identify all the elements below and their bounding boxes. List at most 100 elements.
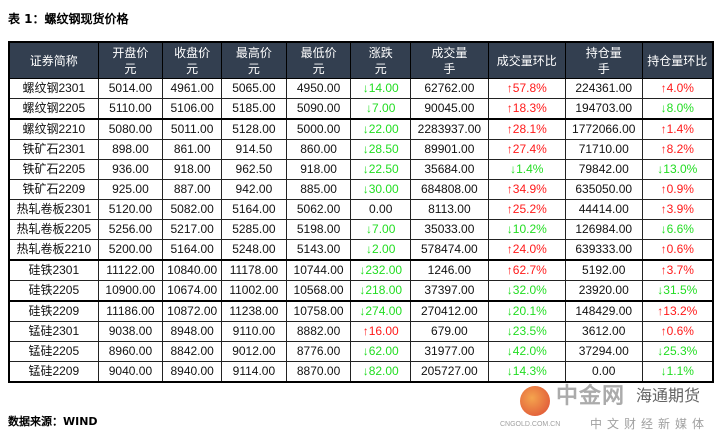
- table-cell: ↓1.4%: [487, 159, 566, 180]
- header-unit: 元: [124, 61, 137, 76]
- table-cell: 5106.00: [162, 98, 223, 120]
- table-cell: 224361.00: [564, 78, 643, 99]
- table-cell: 8113.00: [410, 199, 489, 220]
- table-cell: 205727.00: [410, 361, 489, 383]
- table-cell: ↑18.3%: [487, 98, 566, 120]
- table-cell: ↑0.6%: [641, 239, 714, 261]
- header-row: 证券简称 开盘价元收盘价元最高价元最低价元涨跌元成交量手成交量环比 持仓量手持仓量环…: [8, 41, 714, 79]
- table-cell: ↓232.00: [350, 259, 412, 281]
- header-unit: 元: [312, 61, 325, 76]
- table-cell: ↓2.00: [350, 239, 412, 261]
- table-cell: ↓8.0%: [641, 98, 714, 120]
- table-cell: 1772066.00: [564, 118, 643, 140]
- table-cell: 8870.00: [285, 361, 352, 383]
- table-cell: 1246.00: [410, 259, 489, 281]
- column-header: 收盘价元: [162, 41, 223, 79]
- table-row: 锰硅2209 9040.00 8940.00 9114.00 8870.00 ↓82.00…: [8, 361, 714, 383]
- table-cell: 0.00: [564, 361, 643, 383]
- header-label: 成交量: [431, 45, 468, 60]
- table-cell: 10840.00: [162, 259, 223, 281]
- table-cell: 936.00: [97, 159, 164, 180]
- table-row: 螺纹钢2301 5014.00 4961.00 5065.00 4950.00 ↓14.0…: [8, 78, 714, 99]
- table-cell: 11238.00: [221, 300, 287, 322]
- table-cell: ↑3.7%: [641, 259, 714, 281]
- table-cell: 962.50: [221, 159, 287, 180]
- table-title: 表 1：螺纹钢现货价格: [8, 12, 129, 26]
- header-label: 最高价: [235, 45, 272, 60]
- watermark-brand: 中金网: [556, 383, 626, 408]
- table-cell: 5256.00: [97, 219, 164, 240]
- table-cell: ↓62.00: [350, 341, 412, 362]
- header-unit: 元: [374, 61, 387, 76]
- table-cell: ↓6.6%: [641, 219, 714, 240]
- table-cell: ↓218.00: [350, 280, 412, 302]
- table-cell: 10900.00: [97, 280, 164, 302]
- table-cell: ↑28.1%: [487, 118, 566, 140]
- column-header: 证券简称: [8, 41, 99, 79]
- table-row: 铁矿石2205 936.00 918.00 962.50 918.00 ↓22.50 356…: [8, 159, 714, 180]
- table-row: 锰硅2301 9038.00 8948.00 9110.00 8882.00 ↑16.00…: [8, 321, 714, 342]
- table-cell: 5285.00: [221, 219, 287, 240]
- table-cell: ↑0.9%: [641, 179, 714, 200]
- table-cell: 9114.00: [221, 361, 287, 383]
- table-cell: 8776.00: [285, 341, 352, 362]
- table-cell: 5164.00: [221, 199, 287, 220]
- table-cell: ↑24.0%: [487, 239, 566, 261]
- header-unit: 手: [597, 61, 610, 76]
- table-cell: ↑25.2%: [487, 199, 566, 220]
- table-cell: ↓22.00: [350, 118, 412, 140]
- table-cell: 925.00: [97, 179, 164, 200]
- table-cell: 9040.00: [97, 361, 164, 383]
- table-cell: ↓1.1%: [641, 361, 714, 383]
- watermark-domain: CNGOLD.COM.CN: [500, 421, 561, 428]
- table-cell: 639333.00: [564, 239, 643, 261]
- table-cell: 铁矿石2301: [8, 139, 99, 160]
- table-cell: 10674.00: [162, 280, 223, 302]
- table-cell: ↑1.4%: [641, 118, 714, 140]
- table-cell: 9012.00: [221, 341, 287, 362]
- table-cell: 11002.00: [221, 280, 287, 302]
- table-cell: 885.00: [285, 179, 352, 200]
- table-cell: ↑16.00: [350, 321, 412, 342]
- table-cell: 9038.00: [97, 321, 164, 342]
- column-header: 涨跌元: [350, 41, 412, 79]
- table-row: 铁矿石2301 898.00 861.00 914.50 860.00 ↓28.50 899…: [8, 139, 714, 160]
- table-cell: 62762.00: [410, 78, 489, 99]
- table-cell: ↑0.6%: [641, 321, 714, 342]
- table-row: 锰硅2205 8960.00 8842.00 9012.00 8776.00 ↓62.00…: [8, 341, 714, 362]
- table-row: 螺纹钢2205 5110.00 5106.00 5185.00 5090.00 ↓7.00…: [8, 98, 714, 120]
- table-cell: 热轧卷板2205: [8, 219, 99, 240]
- watermark-overlay: 海通期货: [636, 388, 701, 405]
- table-cell: 861.00: [162, 139, 223, 160]
- table-cell: 铁矿石2209: [8, 179, 99, 200]
- table-cell: 螺纹钢2301: [8, 78, 99, 99]
- table-cell: ↓23.5%: [487, 321, 566, 342]
- table-cell: 8842.00: [162, 341, 223, 362]
- table-cell: 35684.00: [410, 159, 489, 180]
- header-label: 证券简称: [29, 53, 78, 68]
- table-cell: 锰硅2205: [8, 341, 99, 362]
- table-cell: 11178.00: [221, 259, 287, 281]
- column-header: 成交量手: [410, 41, 489, 79]
- table-cell: 10758.00: [285, 300, 352, 322]
- table-cell: ↑34.9%: [487, 179, 566, 200]
- table-cell: 5200.00: [97, 239, 164, 261]
- header-unit: 元: [186, 61, 199, 76]
- table-cell: ↓274.00: [350, 300, 412, 322]
- table-cell: 5143.00: [285, 239, 352, 261]
- table-cell: 8940.00: [162, 361, 223, 383]
- table-cell: 887.00: [162, 179, 223, 200]
- table-cell: 铁矿石2205: [8, 159, 99, 180]
- table-cell: 5192.00: [564, 259, 643, 281]
- table-cell: ↓32.0%: [487, 280, 566, 302]
- table-cell: ↓10.2%: [487, 219, 566, 240]
- table-cell: 11186.00: [97, 300, 164, 322]
- table-cell: 10744.00: [285, 259, 352, 281]
- table-cell: 2283937.00: [410, 118, 489, 140]
- table-cell: 硅铁2301: [8, 259, 99, 281]
- table-cell: 89901.00: [410, 139, 489, 160]
- table-cell: 5120.00: [97, 199, 164, 220]
- table-cell: 5185.00: [221, 98, 287, 120]
- table-cell: ↓31.5%: [641, 280, 714, 302]
- table-cell: 5080.00: [97, 118, 164, 140]
